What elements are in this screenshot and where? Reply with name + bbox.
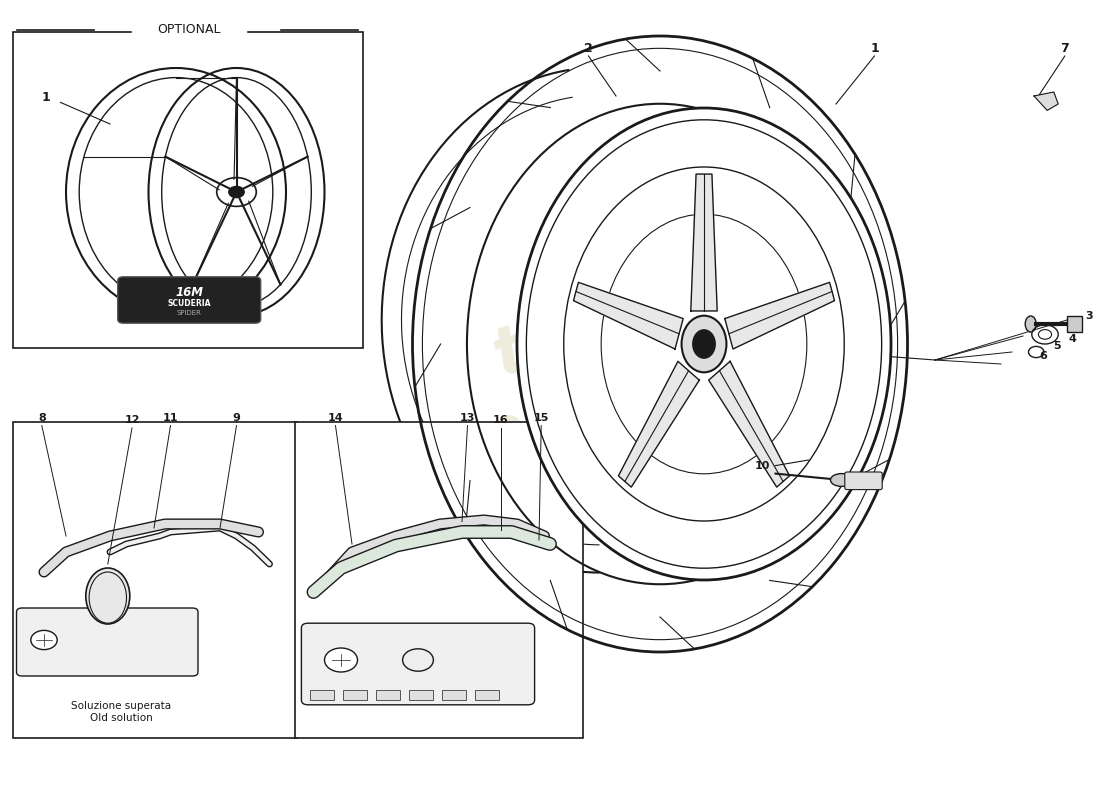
Text: 10: 10 bbox=[755, 461, 770, 470]
Text: SCUDERIA: SCUDERIA bbox=[167, 298, 211, 308]
Polygon shape bbox=[691, 174, 717, 311]
Polygon shape bbox=[725, 282, 835, 349]
Polygon shape bbox=[618, 362, 700, 487]
Bar bbox=[376, 690, 400, 700]
Polygon shape bbox=[573, 282, 683, 349]
Text: 1: 1 bbox=[42, 91, 51, 104]
Text: 9: 9 bbox=[232, 413, 241, 422]
Text: 4: 4 bbox=[1068, 334, 1077, 344]
Ellipse shape bbox=[830, 474, 852, 486]
FancyBboxPatch shape bbox=[118, 277, 261, 323]
FancyBboxPatch shape bbox=[295, 422, 583, 738]
Text: turbo
parts85: turbo parts85 bbox=[444, 243, 766, 477]
Text: 7: 7 bbox=[1060, 42, 1069, 54]
Bar bbox=[310, 690, 334, 700]
Text: 3: 3 bbox=[1086, 311, 1092, 321]
Ellipse shape bbox=[403, 649, 433, 671]
Text: 6: 6 bbox=[1038, 351, 1047, 361]
Polygon shape bbox=[1034, 92, 1058, 110]
Text: 11: 11 bbox=[163, 413, 178, 422]
Ellipse shape bbox=[86, 568, 130, 624]
Text: 1: 1 bbox=[870, 42, 879, 54]
Ellipse shape bbox=[517, 108, 891, 580]
Bar bbox=[409, 690, 433, 700]
Ellipse shape bbox=[1025, 316, 1036, 332]
Ellipse shape bbox=[324, 648, 358, 672]
Ellipse shape bbox=[693, 330, 715, 358]
Ellipse shape bbox=[682, 316, 726, 372]
FancyBboxPatch shape bbox=[13, 422, 297, 738]
Polygon shape bbox=[708, 362, 790, 487]
Text: 16M: 16M bbox=[175, 286, 204, 298]
FancyBboxPatch shape bbox=[845, 472, 882, 490]
FancyBboxPatch shape bbox=[301, 623, 535, 705]
Text: SPIDER: SPIDER bbox=[177, 310, 201, 316]
FancyBboxPatch shape bbox=[13, 32, 363, 348]
Text: Soluzione superata
Old solution: Soluzione superata Old solution bbox=[70, 701, 172, 723]
Text: 15: 15 bbox=[534, 413, 549, 422]
FancyBboxPatch shape bbox=[16, 608, 198, 676]
Ellipse shape bbox=[31, 630, 57, 650]
Text: OPTIONAL: OPTIONAL bbox=[157, 23, 221, 36]
Bar bbox=[442, 690, 466, 700]
Text: 2: 2 bbox=[584, 42, 593, 54]
Text: 8: 8 bbox=[37, 413, 46, 422]
Bar bbox=[475, 690, 499, 700]
Text: 16: 16 bbox=[493, 415, 508, 425]
Text: 12: 12 bbox=[124, 415, 140, 425]
Ellipse shape bbox=[229, 186, 244, 198]
Text: 5: 5 bbox=[1054, 341, 1060, 350]
Bar bbox=[343, 690, 367, 700]
Text: 13: 13 bbox=[460, 413, 475, 422]
Text: 14: 14 bbox=[328, 413, 343, 422]
Bar bbox=[1067, 316, 1082, 332]
